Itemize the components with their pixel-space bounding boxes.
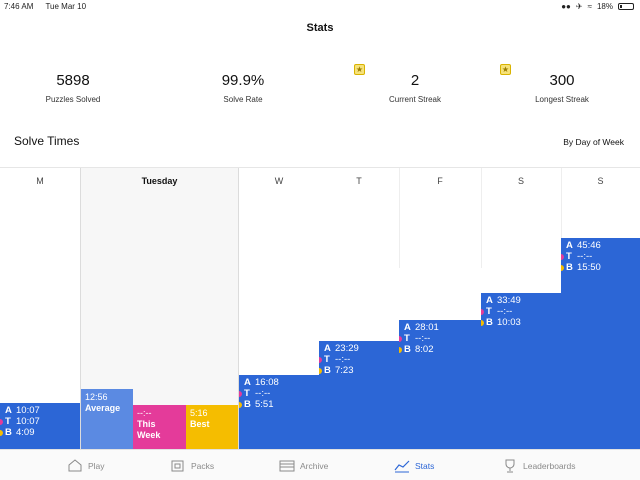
this-week-row: T --:-- [399, 333, 481, 344]
best-row: B 4:09 [0, 427, 80, 438]
day-column-monday[interactable]: M [0, 168, 80, 449]
solve-times-chart: M Tuesday W T F S S A 10:07 T 10:07 B 4:09 … [0, 168, 640, 449]
play-icon [68, 459, 82, 472]
archive-icon [279, 460, 295, 472]
average-row: A 16:08 [244, 377, 279, 388]
average-row: A 10:07 [5, 405, 40, 416]
day-label: F [437, 176, 443, 186]
tuesday-this-week-bar[interactable]: --:-- This Week [133, 405, 186, 449]
tuesday-best-bar[interactable]: 5:16 Best [186, 405, 238, 449]
day-bar-thursday[interactable]: A 23:29 T --:-- B 7:23 [319, 341, 399, 449]
day-column-wednesday[interactable]: W [239, 168, 319, 449]
status-date: Tue Mar 10 [45, 2, 87, 11]
gridline [481, 168, 482, 268]
day-column-sunday[interactable]: S [561, 168, 640, 449]
tab-label: Leaderboards [523, 461, 576, 471]
day-label: S [517, 176, 524, 186]
tab-label: Play [88, 461, 105, 471]
tab-stats[interactable]: Stats [394, 458, 434, 474]
day-label: S [597, 176, 604, 186]
this-week-row: T --:-- [561, 251, 640, 262]
stat-longest-streak: 300 Longest Streak [487, 72, 637, 104]
stat-value: 99.9% [221, 72, 265, 89]
stat-label: Solve Rate [223, 95, 263, 104]
battery-icon [618, 3, 634, 10]
battery-percent: 18% [596, 2, 613, 11]
tab-bar: Play Packs Archive Stats Leaderboards [0, 449, 640, 480]
day-column-thursday[interactable]: T [319, 168, 399, 449]
stat-value: 300 [549, 72, 575, 89]
this-week-row: T --:-- [239, 388, 319, 399]
stats-icon [394, 460, 410, 473]
day-label: T [356, 176, 362, 186]
filter-by-day-of-week[interactable]: By Day of Week [563, 137, 624, 147]
page-title: Stats [306, 22, 334, 34]
status-time: 7:46 AM [4, 2, 34, 11]
tab-label: Archive [300, 461, 329, 471]
day-bar-friday[interactable]: A 28:01 T --:-- B 8:02 [399, 320, 481, 449]
star-icon: ★ [354, 64, 365, 75]
average-row: A 33:49 [486, 295, 521, 306]
airplane-icon: ✈ [575, 2, 583, 11]
best-row: B 8:02 [399, 344, 481, 355]
best-row: B 15:50 [561, 262, 640, 273]
section-title: Solve Times [14, 134, 80, 148]
packs-icon [171, 460, 184, 472]
this-week-row: T 10:07 [0, 416, 80, 427]
day-column-saturday[interactable]: S [481, 168, 561, 449]
average-row: A 28:01 [404, 322, 439, 333]
stat-label: Puzzles Solved [45, 95, 101, 104]
best-row: B 5:51 [239, 399, 319, 410]
status-bar: 7:46 AM Tue Mar 10 ●● ✈ ≈ 18% [0, 0, 640, 13]
this-week-row: T --:-- [481, 306, 561, 317]
signal-icon: ●● [561, 2, 571, 11]
day-bar-wednesday[interactable]: A 16:08 T --:-- B 5:51 [239, 375, 319, 449]
tab-archive[interactable]: Archive [279, 458, 328, 474]
divider [0, 167, 640, 168]
star-icon: ★ [500, 64, 511, 75]
day-label: W [274, 176, 284, 186]
day-column-friday[interactable]: F [399, 168, 481, 449]
wifi-icon: ≈ [587, 2, 592, 11]
tab-leaderboards[interactable]: Leaderboards [502, 458, 575, 474]
average-row: A 45:46 [566, 240, 601, 251]
day-bar-saturday[interactable]: A 33:49 T --:-- B 10:03 [481, 293, 561, 449]
stat-solve-rate: 99.9% Solve Rate [168, 72, 318, 104]
trophy-icon [505, 459, 515, 473]
average-row: A 23:29 [324, 343, 359, 354]
stat-value: 5898 [56, 72, 90, 89]
summary-stats: 5898 Puzzles Solved 99.9% Solve Rate 2 C… [0, 72, 640, 112]
best-row: B 7:23 [319, 365, 399, 376]
this-week-row: T --:-- [319, 354, 399, 365]
tab-label: Packs [191, 461, 215, 471]
day-label: M [36, 176, 44, 186]
tab-play[interactable]: Play [67, 458, 105, 474]
day-bar-sunday[interactable]: A 45:46 T --:-- B 15:50 [561, 238, 640, 449]
stat-label: Current Streak [388, 95, 442, 104]
gridline [561, 168, 562, 268]
tab-packs[interactable]: Packs [170, 458, 214, 474]
tab-label: Stats [415, 461, 435, 471]
stat-current-streak: 2 Current Streak [340, 72, 490, 104]
best-row: B 10:03 [481, 317, 561, 328]
gridline [399, 168, 400, 268]
stat-puzzles-solved: 5898 Puzzles Solved [0, 72, 148, 104]
tuesday-average-bar[interactable]: 12:56 Average [81, 389, 133, 449]
day-bar-monday[interactable]: A 10:07 T 10:07 B 4:09 [0, 403, 80, 449]
stat-value: 2 [410, 72, 420, 89]
day-label: Tuesday [141, 176, 178, 186]
stat-label: Longest Streak [535, 95, 589, 104]
